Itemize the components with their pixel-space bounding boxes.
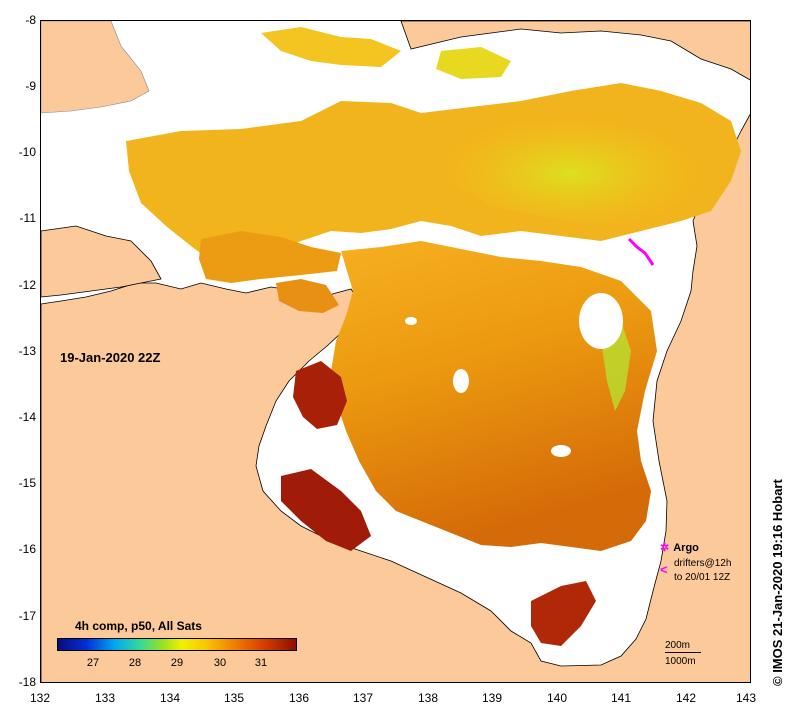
- y-tick-label: -9: [25, 79, 36, 93]
- y-tick-label: -18: [18, 675, 36, 689]
- map-canvas: [41, 21, 750, 682]
- argo-float-icon: ✲: [660, 542, 670, 554]
- y-tick-label: -16: [18, 542, 36, 556]
- x-tick-label: 140: [546, 691, 568, 705]
- colorbar-tick-label: 30: [213, 657, 227, 669]
- y-tick-label: -12: [18, 278, 36, 292]
- y-tick-label: -14: [18, 410, 36, 424]
- sst-map: [40, 20, 751, 683]
- map-timestamp: 19-Jan-2020 22Z: [60, 350, 161, 365]
- y-tick-label: -15: [18, 476, 36, 490]
- sst-west-coastal-hot: [293, 361, 347, 429]
- y-tick-label: -17: [18, 609, 36, 623]
- legend-drifter-line1: drifters@12h: [674, 558, 732, 569]
- contour-1000m-label: 1000m: [665, 656, 696, 667]
- sst-top-strip-2: [436, 47, 511, 79]
- colorbar-title: 4h comp, p50, All Sats: [75, 619, 202, 633]
- x-tick-label: 135: [223, 691, 245, 705]
- legend-drifters: < drifters@12h to 20/01 12Z: [660, 557, 731, 585]
- land-coast-west: [41, 225, 162, 298]
- x-tick-label: 139: [481, 691, 503, 705]
- y-tick-label: -8: [25, 13, 36, 27]
- x-tick-label: 141: [610, 691, 632, 705]
- colorbar-tick-label: 28: [128, 657, 142, 669]
- copyright-text: © IMOS 21-Jan-2020 19:16 Hobart: [770, 479, 785, 686]
- contour-200m-label: 200m: [665, 640, 691, 651]
- y-tick-label: -10: [18, 145, 36, 159]
- x-tick-label: 142: [675, 691, 697, 705]
- sst-southwest-hot: [281, 469, 371, 551]
- land-new-guinea: [400, 21, 750, 81]
- y-tick-label: -13: [18, 344, 36, 358]
- drifter-arrow-icon: <: [660, 562, 668, 577]
- x-tick-label: 138: [417, 691, 439, 705]
- x-tick-label: 134: [159, 691, 181, 705]
- sst-gulf: [331, 241, 657, 551]
- sst-arm-2: [276, 279, 339, 313]
- x-tick-label: 137: [352, 691, 374, 705]
- x-tick-label: 133: [94, 691, 116, 705]
- sst-southeast-hot: [531, 581, 596, 646]
- y-tick-label: -11: [19, 211, 36, 225]
- x-tick-label: 143: [735, 691, 757, 705]
- land-islands-nw: [41, 21, 150, 114]
- contour-200m-line: [665, 652, 701, 653]
- colorbar-tick-label: 29: [170, 657, 184, 669]
- drifter-track: [627, 237, 655, 266]
- colorbar-tick-label: 31: [254, 657, 268, 669]
- colorbar: [57, 638, 297, 651]
- colorbar-tick-label: 27: [86, 657, 100, 669]
- sst-north-green: [441, 116, 701, 231]
- x-tick-label: 136: [288, 691, 310, 705]
- legend-argo: ✲ Argo: [660, 541, 699, 554]
- legend-argo-label: Argo: [673, 542, 699, 554]
- x-tick-label: 132: [29, 691, 51, 705]
- sst-top-strip: [261, 27, 401, 67]
- sst-arm: [199, 231, 341, 283]
- legend-drifter-line2: to 20/01 12Z: [674, 572, 731, 583]
